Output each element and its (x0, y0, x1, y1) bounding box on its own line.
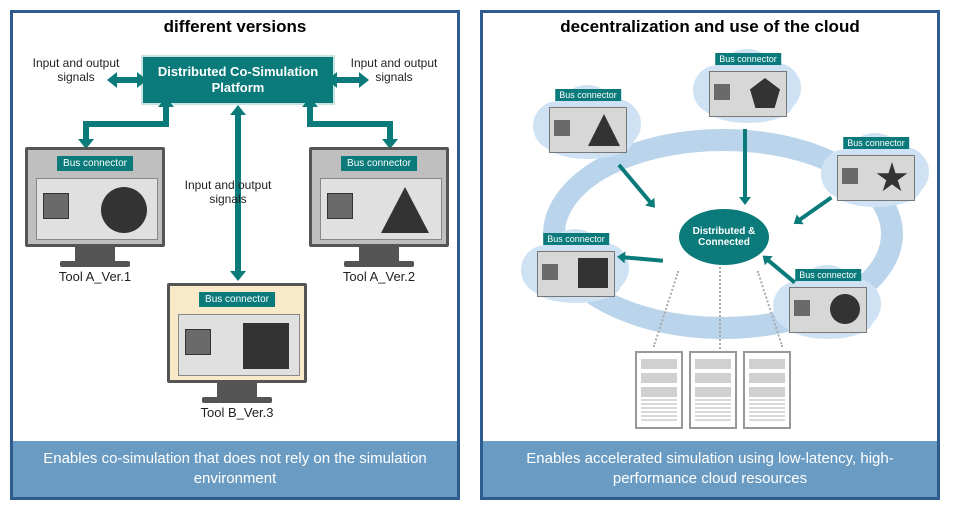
cloud-node-4: Bus connector (521, 229, 631, 305)
monitor-tool-b3: Bus connector Tool B_Ver.3 (167, 283, 307, 420)
panel-decentralization: decentralization and use of the cloud Di… (480, 10, 940, 500)
arrow-seg (83, 121, 169, 127)
dotted-line (719, 267, 721, 349)
shape-triangle-icon (381, 187, 429, 233)
arrow-head (359, 72, 369, 88)
cloud-box (537, 251, 615, 297)
tool-label-a1: Tool A_Ver.1 (25, 269, 165, 284)
monitor-screen: Bus connector (25, 147, 165, 247)
tool-label-a2: Tool A_Ver.2 (309, 269, 449, 284)
server-icon (689, 351, 737, 429)
chip-icon (842, 168, 858, 184)
shape-triangle-icon (588, 114, 620, 146)
hub-label: Distributed & Connected (679, 226, 769, 249)
chip-icon (185, 329, 211, 355)
cloud-box (549, 107, 627, 153)
bus-connector-tag: Bus connector (555, 89, 621, 101)
bus-connector-tag: Bus connector (543, 233, 609, 245)
tool-label-b3: Tool B_Ver.3 (167, 405, 307, 420)
bus-connector-tag: Bus connector (57, 156, 133, 171)
shape-square-icon (578, 258, 608, 288)
monitor-tool-a2: Bus connector Tool A_Ver.2 (309, 147, 449, 284)
monitor-tool-a1: Bus connector Tool A_Ver.1 (25, 147, 165, 284)
cloud-node-1: Bus connector (533, 85, 643, 161)
diagram-left: Input and output signals Input and outpu… (13, 39, 457, 441)
arrow-head (302, 97, 318, 107)
cloud-node-3: Bus connector (821, 133, 931, 209)
server-icon (743, 351, 791, 429)
shape-pentagon-icon (750, 78, 780, 108)
server-rack (635, 351, 791, 429)
monitor-screen: Bus connector (167, 283, 307, 383)
arrow-seg (307, 121, 393, 127)
chip-icon (554, 120, 570, 136)
cloud-node-2: Bus connector (693, 49, 803, 125)
shape-circle-icon (101, 187, 147, 233)
distributed-platform-label: Distributed Co-Simulation Platform (145, 64, 331, 95)
server-icon (635, 351, 683, 429)
panel-title-left: different versions (13, 13, 457, 39)
chip-icon (794, 300, 810, 316)
inner-box (178, 314, 300, 376)
inner-box (36, 178, 158, 240)
chip-icon (714, 84, 730, 100)
panel-title-right: decentralization and use of the cloud (483, 13, 937, 39)
cloud-box (709, 71, 787, 117)
shape-circle-icon (830, 294, 860, 324)
cloud-box (837, 155, 915, 201)
inner-box (320, 178, 442, 240)
io-label-center: Input and output signals (173, 179, 283, 207)
arrow-head (107, 72, 117, 88)
shape-square-icon (243, 323, 289, 369)
hub-arrow (743, 129, 747, 199)
diagram-right: Distributed & Connected Bus connector Bu… (483, 39, 937, 441)
bus-connector-tag: Bus connector (843, 137, 909, 149)
panel-caption-left: Enables co-simulation that does not rely… (13, 441, 457, 498)
arrow-head (327, 72, 337, 88)
chip-icon (542, 264, 558, 280)
panel-caption-right: Enables accelerated simulation using low… (483, 441, 937, 498)
bus-connector-tag: Bus connector (199, 292, 275, 307)
chip-icon (327, 193, 353, 219)
monitor-screen: Bus connector (309, 147, 449, 247)
arrow-head (137, 72, 147, 88)
bus-connector-tag: Bus connector (341, 156, 417, 171)
distributed-connected-hub: Distributed & Connected (679, 209, 769, 265)
shape-star-icon (876, 162, 908, 194)
panel-different-versions: different versions Input and output sign… (10, 10, 460, 500)
cloud-box (789, 287, 867, 333)
bus-connector-tag: Bus connector (795, 269, 861, 281)
arrow-head (158, 97, 174, 107)
bus-connector-tag: Bus connector (715, 53, 781, 65)
chip-icon (43, 193, 69, 219)
